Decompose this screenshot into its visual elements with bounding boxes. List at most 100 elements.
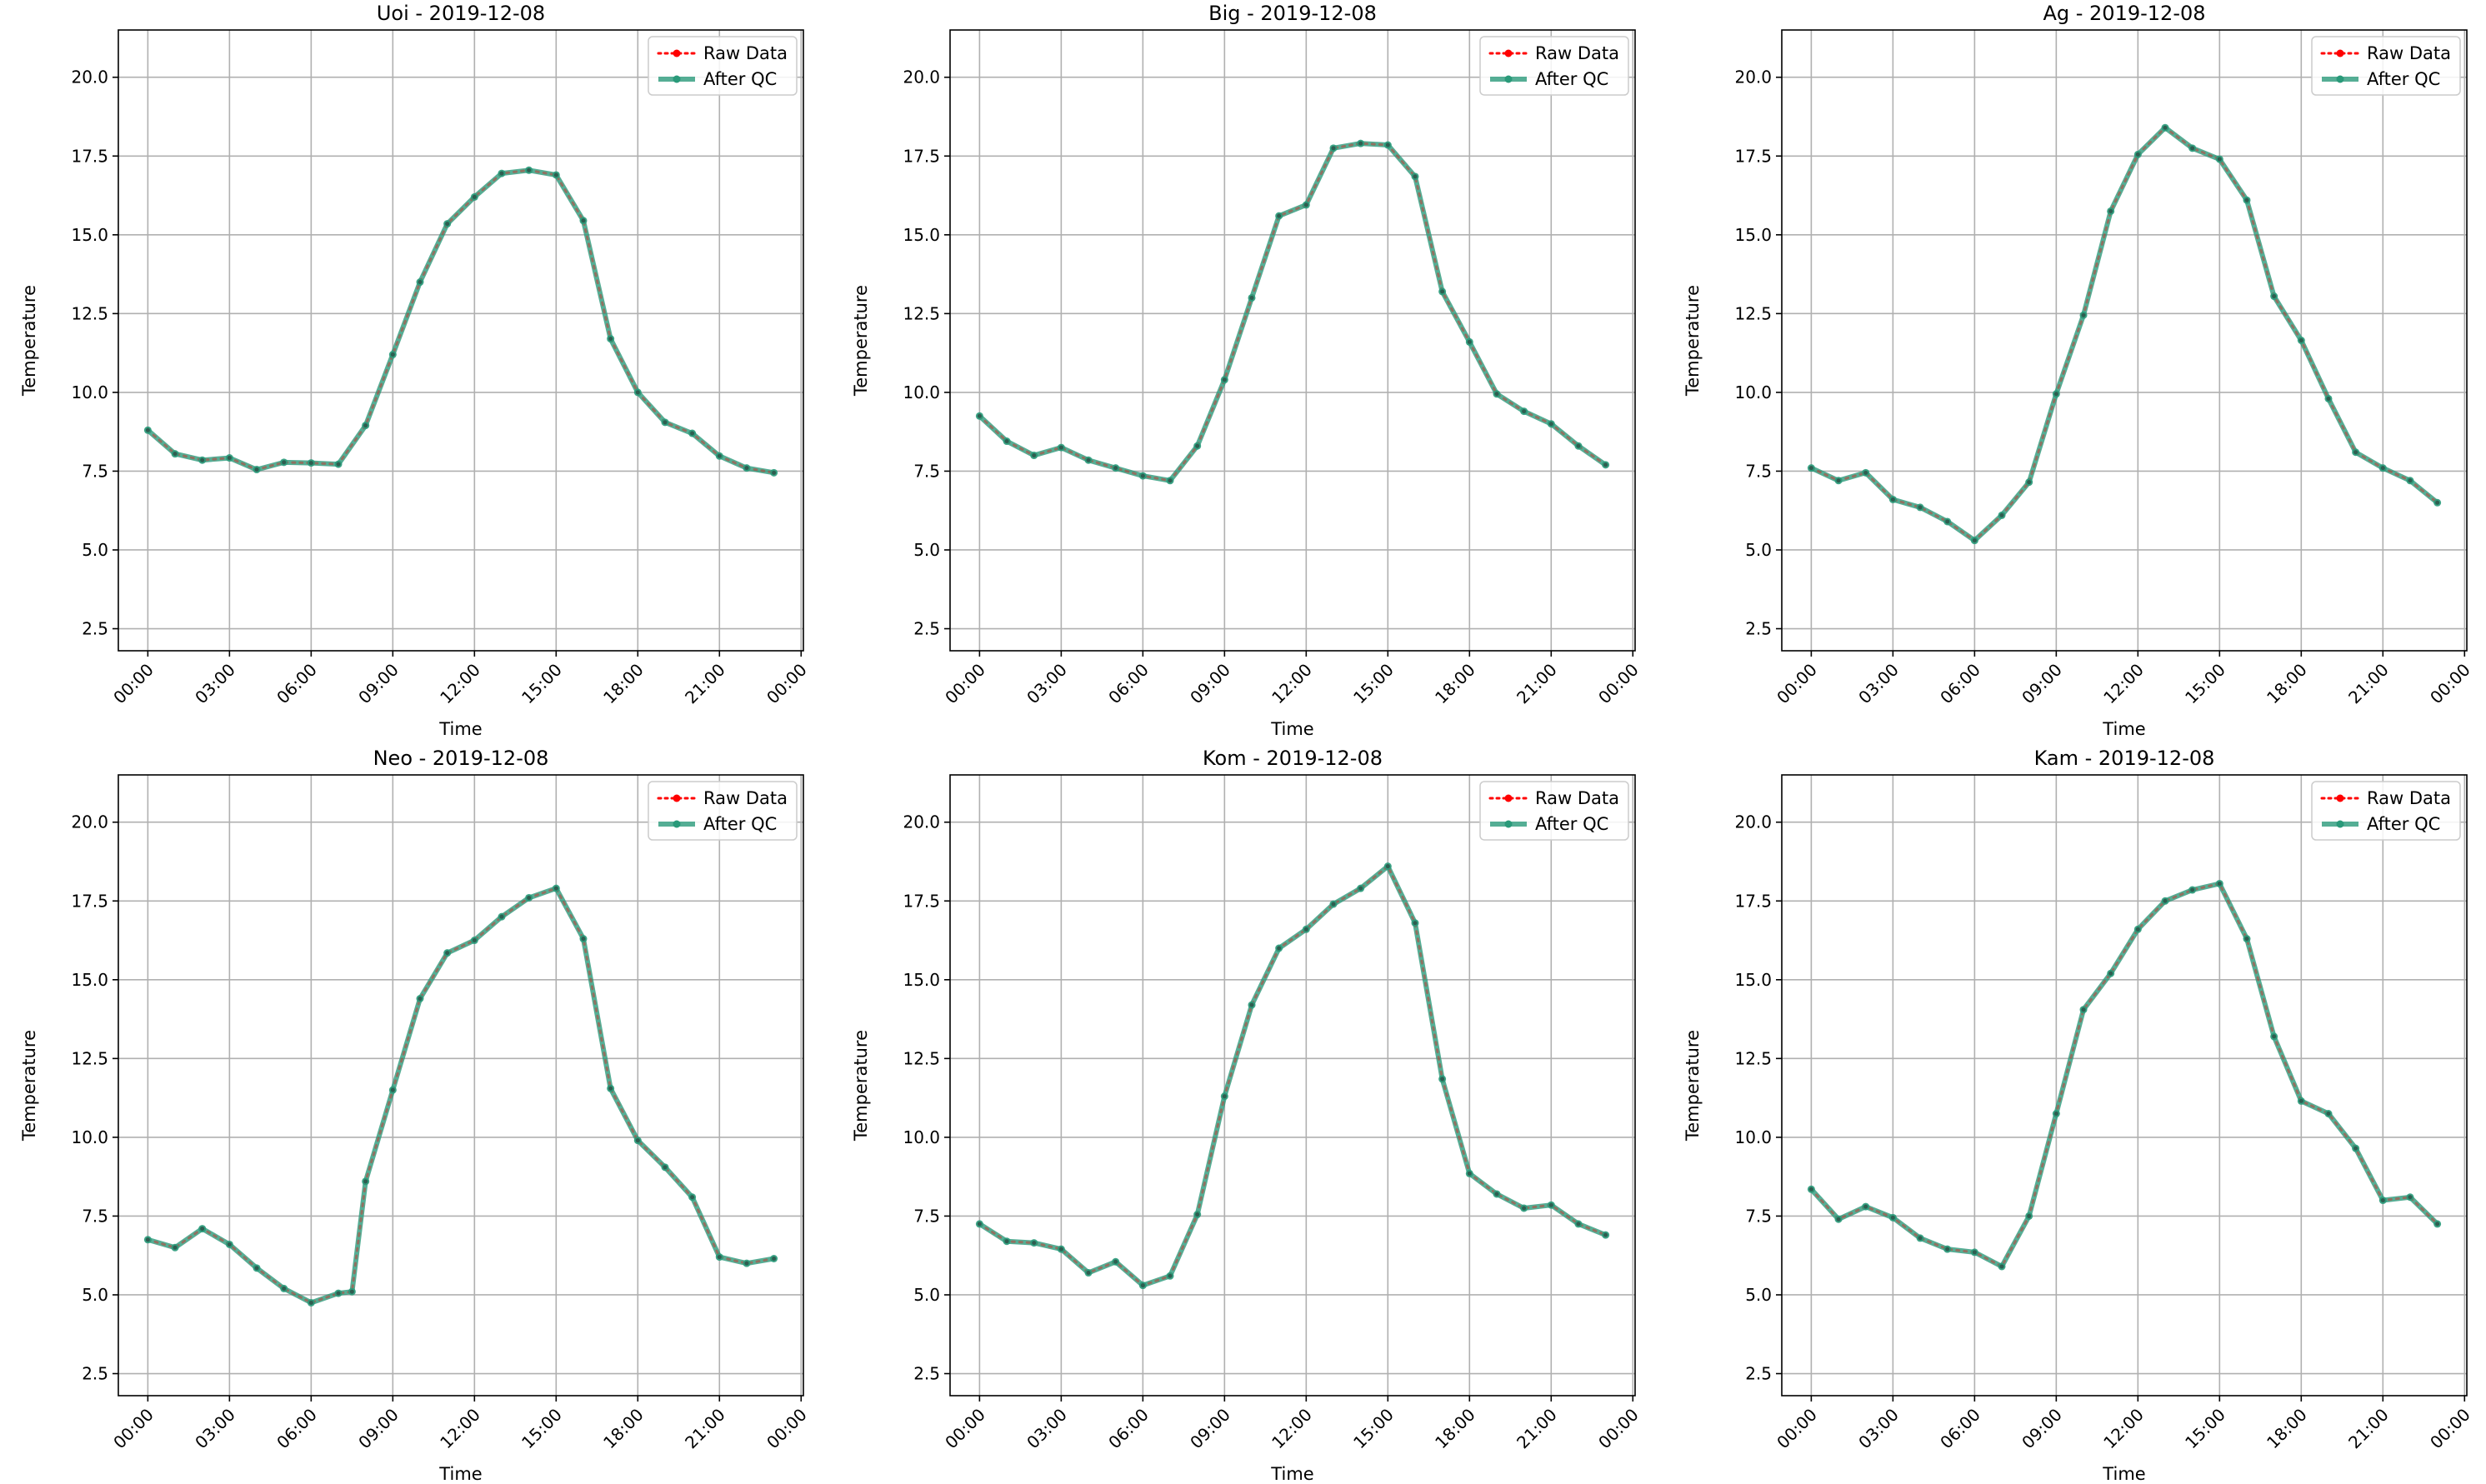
raw-data-point	[2408, 1195, 2413, 1200]
y-tick-label: 10.0	[71, 382, 108, 402]
raw-data-point	[1576, 1222, 1581, 1227]
raw-data-point	[2053, 1112, 2058, 1117]
raw-data-point	[1331, 902, 1336, 907]
raw-data-point	[2163, 898, 2168, 903]
y-tick-label: 20.0	[71, 812, 108, 832]
x-tick-label: 15:00	[2181, 660, 2229, 708]
raw-data-point	[1086, 1271, 1091, 1276]
series-after-qc-line	[977, 863, 1608, 1288]
x-tick-label: 03:00	[1854, 660, 1903, 708]
raw-data-point	[1494, 1192, 1499, 1197]
raw-data-point	[282, 1286, 287, 1291]
x-axis-label: Time	[438, 719, 482, 739]
series-after-qc-line	[145, 886, 777, 1306]
x-tick-label: 00:00	[941, 1405, 989, 1453]
y-axis-label: Temperature	[851, 285, 871, 397]
legend-raw-label: Raw Data	[2367, 43, 2451, 63]
raw-data-point	[2326, 1112, 2331, 1117]
x-tick-label: 21:00	[2344, 1405, 2393, 1453]
raw-data-point	[1249, 1002, 1254, 1007]
x-tick-label: 18:00	[2263, 1405, 2311, 1453]
legend: Raw Data After QC	[648, 36, 798, 96]
x-tick-label: 00:00	[763, 660, 811, 708]
subplot-title: Kom - 2019-12-08	[1203, 747, 1383, 770]
x-tick-label: 18:00	[2263, 660, 2311, 708]
raw-data-point	[1222, 377, 1227, 382]
raw-data-point	[1863, 470, 1868, 475]
series-raw-data-line	[146, 887, 776, 1305]
raw-data-point	[472, 194, 477, 199]
raw-data-point	[2244, 937, 2249, 942]
raw-data-point	[418, 997, 423, 1002]
y-tick-label: 12.5	[1734, 303, 1772, 323]
y-tick-label: 5.0	[913, 540, 940, 560]
raw-data-point	[608, 337, 613, 342]
y-tick-label: 7.5	[1745, 461, 1772, 481]
raw-data-point	[527, 895, 532, 900]
raw-data-point	[1863, 1204, 1868, 1209]
raw-data-point	[2190, 887, 2195, 892]
legend: Raw Data After QC	[1479, 36, 1629, 96]
raw-data-point	[1303, 202, 1308, 207]
x-tick-label: 12:00	[436, 660, 484, 708]
legend-raw-marker	[673, 49, 681, 57]
raw-data-point	[1440, 1077, 1445, 1082]
y-tick-label: 20.0	[71, 67, 108, 87]
y-tick-label: 15.0	[1734, 225, 1772, 245]
y-tick-label: 17.5	[903, 891, 940, 911]
raw-data-point	[336, 462, 341, 467]
raw-data-point	[418, 280, 423, 285]
raw-data-point	[2108, 208, 2113, 213]
series-raw-data-line	[146, 168, 776, 474]
raw-data-point	[2408, 478, 2413, 483]
raw-data-point	[227, 456, 232, 461]
raw-data-point	[1890, 497, 1895, 502]
raw-data-point	[2163, 125, 2168, 130]
raw-data-point	[1836, 1217, 1841, 1222]
raw-data-point	[1195, 443, 1200, 448]
raw-data-point	[472, 938, 477, 943]
x-tick-label: 21:00	[681, 1405, 729, 1453]
x-tick-label: 18:00	[599, 660, 648, 708]
raw-data-point	[200, 457, 205, 462]
raw-data-point	[1113, 1259, 1118, 1264]
raw-data-point	[717, 453, 722, 458]
raw-data-point	[1890, 1215, 1895, 1220]
raw-data-point	[1972, 1250, 1977, 1255]
raw-data-point	[977, 1222, 982, 1227]
y-tick-label: 15.0	[1734, 970, 1772, 990]
legend-qc-marker	[673, 820, 681, 828]
x-tick-label: 09:00	[1186, 660, 1234, 708]
raw-data-point	[282, 460, 287, 465]
x-tick-label: 00:00	[2426, 660, 2474, 708]
x-tick-label: 21:00	[1513, 1405, 1561, 1453]
x-tick-label: 00:00	[1594, 660, 1643, 708]
raw-data-point	[1603, 462, 1608, 467]
x-axis-label: Time	[1270, 1464, 1313, 1484]
raw-data-point	[2081, 1007, 2086, 1012]
raw-data-point	[1140, 473, 1145, 478]
legend-raw-marker	[1504, 794, 1513, 802]
y-tick-label: 2.5	[1745, 619, 1772, 639]
legend-qc-label: After QC	[2367, 69, 2440, 89]
x-tick-label: 09:00	[354, 660, 403, 708]
raw-data-point	[1918, 1236, 1923, 1241]
raw-data-point	[1467, 1171, 1472, 1176]
legend-qc-marker	[2336, 820, 2344, 828]
raw-data-point	[1494, 392, 1499, 397]
raw-data-point	[1603, 1232, 1608, 1237]
x-tick-label: 00:00	[2426, 1405, 2474, 1453]
x-tick-label: 06:00	[273, 660, 321, 708]
x-tick-label: 09:00	[1186, 1405, 1234, 1453]
y-axis-label: Temperature	[1683, 1030, 1703, 1142]
raw-data-point	[1808, 1187, 1813, 1192]
raw-data-point	[254, 467, 259, 472]
y-tick-label: 7.5	[913, 1206, 940, 1226]
x-tick-label: 03:00	[191, 660, 239, 708]
y-tick-label: 10.0	[903, 382, 940, 402]
x-tick-label: 12:00	[436, 1405, 484, 1453]
y-tick-label: 15.0	[903, 225, 940, 245]
raw-data-point	[145, 427, 150, 432]
raw-data-point	[608, 1086, 613, 1091]
legend-qc-label: After QC	[703, 69, 777, 89]
